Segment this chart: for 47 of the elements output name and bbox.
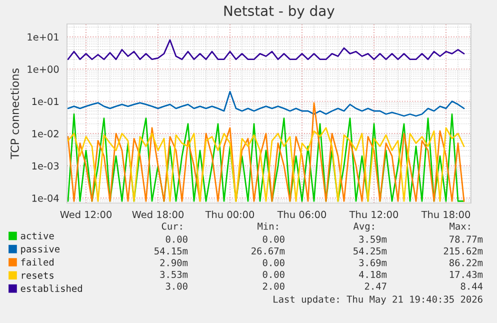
legend-label: failed bbox=[21, 258, 54, 266]
text: 0.00 bbox=[262, 259, 284, 266]
text: Min: bbox=[258, 222, 278, 230]
text: 0.00 bbox=[262, 236, 284, 243]
text: 26.67m bbox=[252, 247, 285, 255]
text: 3.53m bbox=[160, 270, 188, 278]
y-tick-label: 1e-03 bbox=[32, 162, 59, 170]
legend-label: passive bbox=[21, 245, 60, 254]
text: 54.25m bbox=[354, 247, 387, 255]
y-tick-label: 1e-01 bbox=[32, 98, 58, 106]
text: 0.00 bbox=[262, 270, 284, 278]
text: Max: bbox=[450, 222, 470, 230]
line-series bbox=[67, 127, 465, 202]
text: 0.00 bbox=[166, 236, 188, 243]
legend-label: active bbox=[20, 232, 54, 240]
legend-label: resets bbox=[22, 272, 54, 279]
x-tick-label: Thu 18:00 bbox=[421, 210, 470, 218]
text: 2.47 bbox=[364, 282, 386, 290]
text: 17.43m bbox=[450, 270, 483, 278]
y-axis-title: TCP connections bbox=[10, 68, 19, 160]
x-tick-label: Thu 12:00 bbox=[349, 210, 398, 218]
text: Cur: bbox=[162, 222, 182, 230]
legend-label: established bbox=[20, 284, 82, 292]
line-series bbox=[67, 90, 465, 117]
text: 54.15m bbox=[154, 247, 188, 255]
text: 8.44 bbox=[460, 282, 483, 290]
text: Avg: bbox=[353, 222, 374, 232]
y-tick-label: 1e-02 bbox=[32, 130, 58, 138]
text: 86.22m bbox=[449, 259, 483, 266]
line-series bbox=[67, 39, 465, 60]
text: 3.69m bbox=[359, 259, 387, 266]
y-tick-label: 1e-04 bbox=[32, 194, 59, 202]
y-tick-label: 1e+01 bbox=[28, 33, 58, 41]
text: Last update: Thu May 21 19:40:35 2026 bbox=[274, 295, 482, 305]
x-tick-label: Thu 06:00 bbox=[277, 210, 326, 218]
y-tick-label: 1e+00 bbox=[28, 66, 59, 73]
text: 3.59m bbox=[359, 236, 387, 243]
text: 215.62m bbox=[444, 247, 483, 255]
text: 3.00 bbox=[166, 282, 188, 290]
text: 78.77m bbox=[450, 236, 483, 243]
text: 2.90m bbox=[160, 259, 188, 266]
chart-title: Netstat - by day bbox=[224, 5, 334, 19]
x-tick-label: Thu 00:00 bbox=[205, 210, 254, 218]
x-tick-label: Wed 12:00 bbox=[60, 210, 112, 218]
text: 2.00 bbox=[262, 282, 284, 290]
text: 4.18m bbox=[359, 270, 387, 278]
x-tick-label: Wed 18:00 bbox=[132, 210, 184, 218]
